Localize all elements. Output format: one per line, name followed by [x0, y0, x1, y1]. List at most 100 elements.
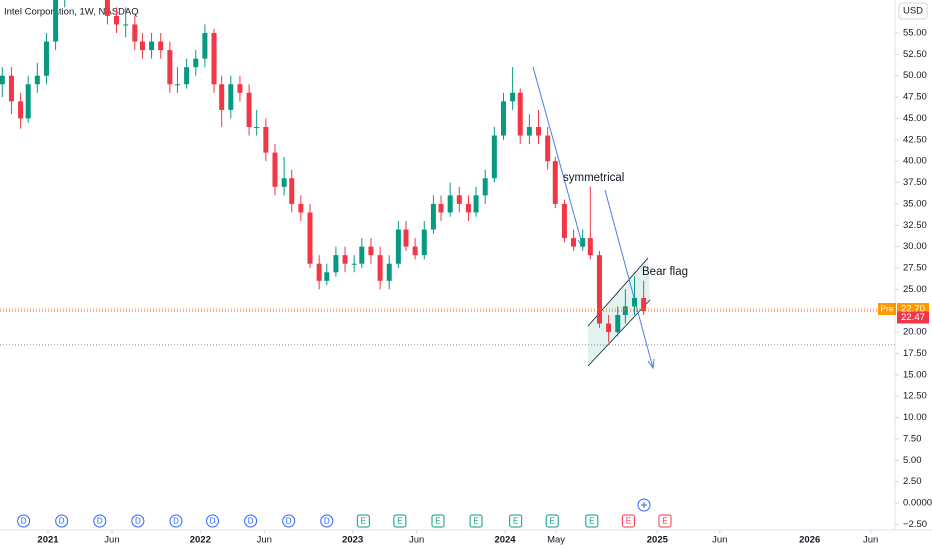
y-tick-label: 10.00	[903, 412, 927, 423]
candle-body	[202, 32, 208, 59]
dividend-event	[282, 514, 296, 528]
x-tick-label: Jun	[863, 535, 878, 546]
candle-body	[237, 84, 243, 93]
y-tick-label: 20.00	[903, 327, 927, 338]
last-price-label: 22.47	[901, 312, 925, 323]
earnings-event	[469, 514, 483, 528]
candle-body	[289, 178, 295, 204]
dividend-event	[55, 514, 69, 528]
candle-body	[139, 41, 145, 51]
plus-icon	[641, 502, 647, 508]
y-tick-label: 50.00	[903, 70, 927, 81]
earnings-event	[545, 514, 559, 528]
dividend-event	[17, 514, 31, 528]
candle-body	[491, 135, 497, 179]
event-label: D	[248, 517, 254, 526]
event-label: E	[589, 517, 594, 526]
currency: USD	[903, 6, 923, 17]
arrow	[604, 189, 654, 369]
candle-body	[174, 84, 180, 86]
candle-body	[510, 92, 516, 102]
earnings-event	[621, 514, 635, 528]
y-tick-label: −2.50	[903, 519, 927, 530]
y-tick-label: 0.0000	[903, 498, 932, 509]
currency-box[interactable]	[898, 2, 928, 20]
event-label: D	[21, 517, 27, 526]
candle-body	[219, 84, 225, 110]
candle-body	[167, 50, 173, 85]
x-tick-label: May	[547, 535, 565, 546]
candle-body	[622, 306, 628, 315]
event-label: D	[210, 517, 216, 526]
event-label: D	[59, 517, 65, 526]
candle-body	[324, 272, 330, 281]
candle-body	[298, 203, 304, 213]
candle-body	[351, 263, 357, 265]
candle-body	[158, 41, 164, 51]
candle-body	[482, 178, 488, 196]
x-tick-label: Jun	[257, 535, 272, 546]
premarket-badge	[878, 303, 896, 316]
candle-body	[43, 41, 49, 76]
event-label: D	[173, 517, 179, 526]
candle-body	[104, 0, 110, 16]
y-tick-label: 52.50	[903, 49, 927, 60]
x-tick-label: Jun	[104, 535, 119, 546]
event-label: D	[324, 517, 330, 526]
candle-body	[333, 255, 339, 273]
candle-body	[403, 229, 409, 247]
event-label: E	[662, 517, 667, 526]
candle-body	[211, 32, 217, 85]
candle-body	[606, 323, 612, 333]
candle-body	[641, 297, 647, 311]
premarket-name: Pre	[880, 303, 894, 313]
dividend-event	[169, 514, 183, 528]
y-tick-label: 45.00	[903, 113, 927, 124]
arrow	[532, 66, 584, 248]
candle-body	[438, 203, 444, 213]
candle-body	[228, 84, 234, 110]
earnings-event	[658, 514, 672, 528]
candle-body	[526, 126, 532, 136]
candle-body	[456, 195, 462, 204]
event-label: E	[513, 517, 518, 526]
candle-body	[447, 195, 453, 213]
x-tick-label: 2024	[494, 535, 516, 546]
y-tick-label: 5.00	[903, 455, 922, 466]
y-tick-label: 42.50	[903, 134, 927, 145]
candle-body	[545, 135, 551, 162]
x-tick-label: 2021	[37, 535, 59, 546]
earnings-event	[585, 514, 599, 528]
x-tick-label: Jun	[409, 535, 424, 546]
candle-body	[465, 203, 471, 213]
annotation: Bear flag	[642, 266, 688, 278]
dividend-event	[93, 514, 107, 528]
y-tick-label: 15.00	[903, 369, 927, 380]
y-tick-label: 17.50	[903, 348, 927, 359]
candle-body	[342, 255, 348, 264]
candle-body	[587, 238, 593, 256]
dividend-event	[131, 514, 145, 528]
candle-body	[395, 229, 401, 264]
event-label: D	[135, 517, 141, 526]
y-tick-label: 27.50	[903, 263, 927, 274]
candle-body	[596, 255, 602, 324]
premarket-label: 22.70	[901, 304, 925, 315]
event-label: D	[286, 517, 292, 526]
candle-body	[254, 126, 260, 128]
y-tick-label: 25.00	[903, 284, 927, 295]
candle-body	[114, 15, 120, 25]
y-tick-label: 37.50	[903, 177, 927, 188]
candle-body	[571, 238, 577, 247]
event-label: D	[97, 517, 103, 526]
candle-body	[631, 297, 637, 307]
y-tick-label: 40.00	[903, 156, 927, 167]
candle-body	[500, 101, 506, 136]
candle-body	[53, 0, 59, 42]
y-tick-label: 55.00	[903, 28, 927, 39]
candle-body	[316, 263, 322, 281]
x-tick-label: 2026	[799, 535, 820, 546]
candle-body	[34, 75, 40, 85]
